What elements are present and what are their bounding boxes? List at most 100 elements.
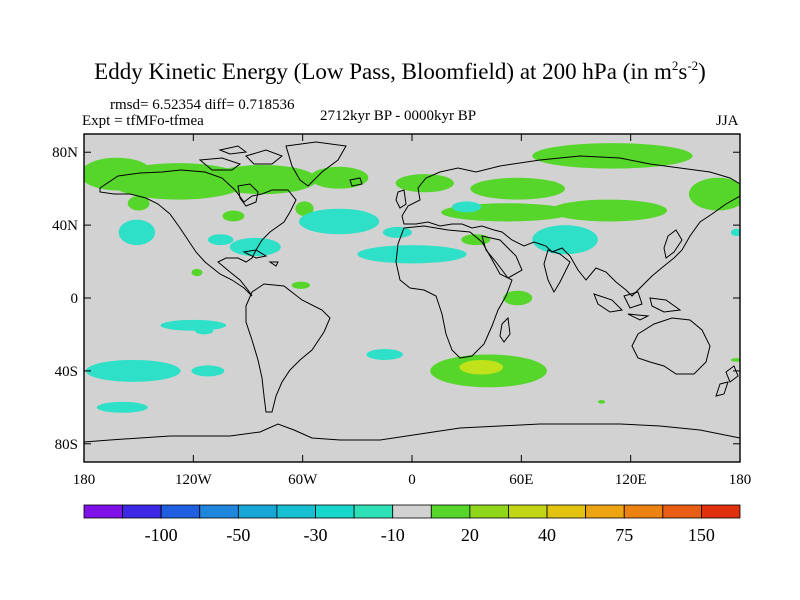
anomaly-region-positive-2: [207, 164, 318, 195]
colorbar: -100 -50 -30 -10 20 40 75 150: [83, 504, 741, 545]
coastline-india: [543, 249, 571, 294]
anomaly-region-positive-14: [291, 281, 310, 289]
colorbar-swatch: [353, 504, 394, 519]
coastline-madagascar: [499, 316, 511, 343]
anomaly-region-negative-28: [532, 225, 598, 255]
coastline-indonesia: [593, 291, 682, 321]
anomaly-region-strong_positive-20: [459, 359, 504, 375]
colorbar-swatch: [160, 504, 201, 519]
colorbar-swatch: [392, 504, 432, 519]
colorbar-swatch: [585, 504, 625, 519]
experiment-label: Expt = tfMFo-tfmea: [82, 113, 204, 129]
coastline-iceland: [349, 177, 363, 187]
anomaly-region-positive-19: [730, 358, 740, 362]
colorbar-swatch: [508, 504, 548, 519]
anomaly-region-negative-27: [357, 245, 467, 264]
lon-tick-label: 120W: [175, 472, 213, 488]
lat-tick-label: 80S: [55, 437, 78, 453]
colorbar-label: 75: [615, 525, 633, 545]
anomaly-region-negative-22: [207, 234, 234, 246]
season-label: JJA: [716, 113, 739, 129]
lon-tick-label: 120E: [615, 472, 647, 488]
colorbar-swatch: [315, 504, 355, 519]
chart-title: Eddy Kinetic Energy (Low Pass, Bloomfiel…: [0, 58, 800, 85]
title-superscript-2: -2: [687, 58, 699, 73]
colorbar-swatch: [469, 504, 509, 519]
anomaly-region-negative-26: [452, 201, 482, 213]
coastline-australia: [631, 317, 711, 375]
lon-tick-label: 180: [73, 472, 96, 488]
anomaly-region-negative-32: [191, 365, 225, 377]
anomaly-region-positive-7: [532, 143, 693, 169]
anomaly-region-positive-18: [597, 400, 606, 404]
colorbar-label: -10: [381, 525, 405, 545]
anomaly-region-positive-4: [395, 174, 454, 193]
colorbar-swatch: [623, 504, 664, 519]
rmsd-stat: rmsd= 6.52354 diff= 0.718536: [110, 97, 295, 113]
anomaly-region-negative-30: [160, 319, 227, 331]
anomaly-regions: [84, 143, 740, 413]
coastline-north-america: [99, 169, 297, 297]
lon-tick-label: 180: [729, 472, 752, 488]
colorbar-label: 150: [688, 525, 715, 545]
anomaly-region-positive-10: [127, 195, 150, 211]
anomaly-region-negative-31: [85, 359, 181, 382]
coastline-hudson-bay: [237, 183, 259, 207]
anomaly-region-negative-29: [730, 228, 740, 237]
colorbar-swatch: [662, 504, 702, 519]
coastline-arctic-islands: [198, 145, 283, 171]
anomaly-region-positive-1: [109, 163, 248, 200]
coastline-caribbean: [242, 249, 279, 267]
colorbar-label: -50: [226, 525, 250, 545]
title-superscript-1: 2: [671, 58, 679, 73]
lat-tick-label: 0: [71, 291, 79, 307]
colorbar-label: -100: [145, 525, 178, 545]
colorbar-swatch: [430, 504, 471, 519]
coastline-greenland: [285, 141, 347, 187]
colorbar-label: 40: [538, 525, 556, 545]
lon-tick-label: 60W: [288, 472, 318, 488]
colorbar-swatch: [701, 504, 741, 519]
colorbar-swatch: [237, 504, 278, 519]
anomaly-region-negative-24: [299, 208, 380, 235]
anomaly-region-positive-13: [295, 201, 314, 216]
title-unit-s: s: [678, 59, 688, 84]
anomaly-region-negative-33: [195, 327, 214, 335]
anomaly-region-negative-21: [118, 219, 156, 246]
lon-tick-label: 60E: [509, 472, 533, 488]
lon-tick-label: 0: [408, 472, 416, 488]
coastline-britain: [395, 189, 407, 209]
colorbar-label: -30: [304, 525, 328, 545]
anomaly-region-positive-5: [470, 177, 566, 200]
colorbar-swatch: [546, 504, 587, 519]
anomaly-region-positive-3: [309, 166, 369, 189]
title-text: Eddy Kinetic Energy (Low Pass, Bloomfiel…: [94, 59, 672, 84]
anomaly-region-positive-9: [688, 177, 740, 211]
colorbar-swatch: [276, 504, 316, 519]
anomaly-region-negative-34: [366, 349, 403, 360]
lat-tick-label: 40N: [52, 218, 78, 234]
colorbar-swatch: [122, 504, 162, 519]
anomaly-region-positive-11: [222, 210, 245, 222]
anomaly-region-negative-25: [382, 226, 412, 238]
axis-ticks: 80N 40N 0 40S 80S 180 120W 60W 0 60E 120E 180: [52, 134, 751, 488]
period-label: 2712kyr BP - 0000kyr BP: [320, 108, 477, 124]
coastline-japan: [663, 229, 683, 259]
coastline-antarctica: [84, 423, 740, 443]
colorbar-swatch: [199, 504, 239, 519]
anomaly-region-positive-12: [461, 234, 491, 246]
lat-tick-label: 80N: [52, 145, 78, 161]
anomaly-region-negative-35: [96, 401, 148, 413]
coastline-new-zealand: [715, 365, 739, 397]
coastline-south-america: [245, 283, 331, 413]
coastline-arabia: [481, 235, 523, 279]
anomaly-region-positive-16: [503, 290, 533, 306]
coastline-eurasia: [401, 155, 740, 297]
colorbar-swatch: [83, 504, 123, 519]
colorbar-label: 20: [461, 525, 479, 545]
title-end: ): [698, 59, 706, 84]
anomaly-region-positive-8: [550, 199, 668, 222]
coastlines: [84, 141, 740, 443]
lat-tick-label: 40S: [55, 364, 78, 380]
